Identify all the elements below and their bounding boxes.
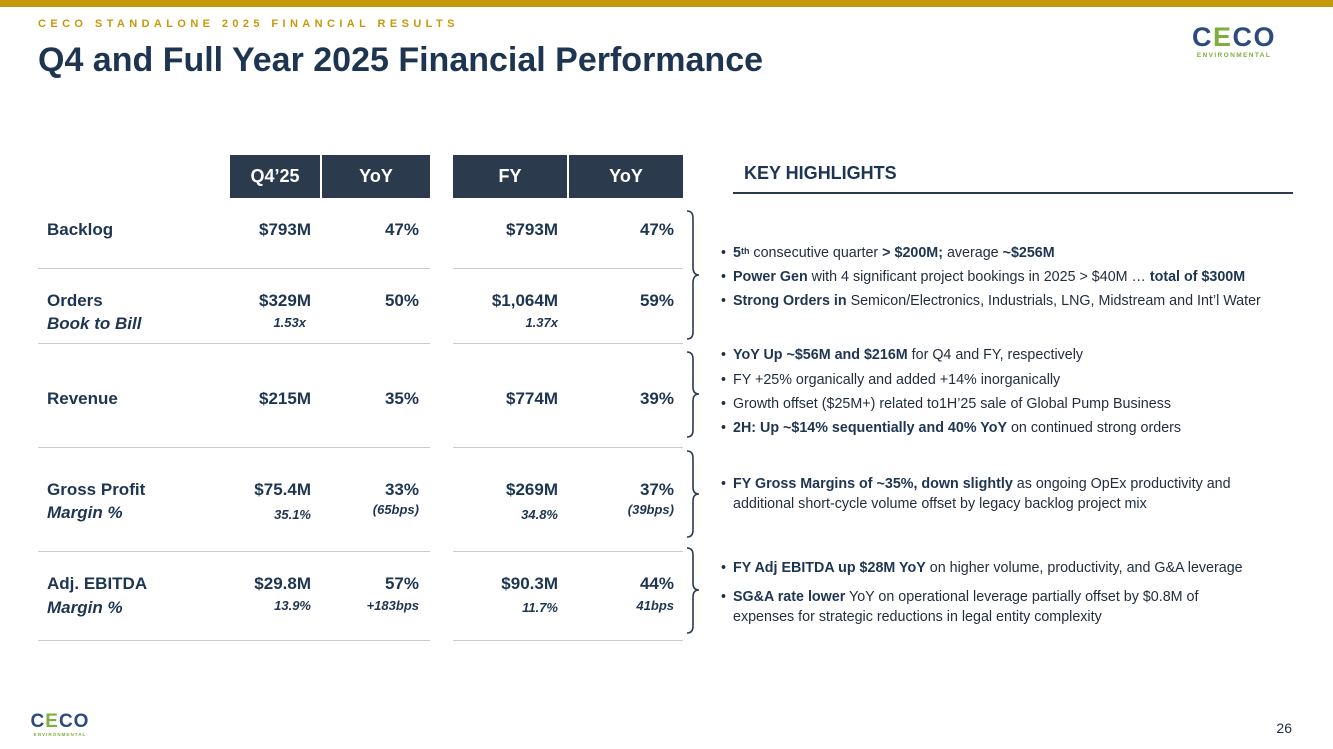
orders-q4-yoy: 50% [384, 291, 419, 310]
row-divider [453, 551, 683, 552]
bullet-icon: • [721, 269, 727, 285]
row-sublabel-book-to-bill: Book to Bill [47, 314, 142, 333]
orders-q4-book-to-bill: 1.53x [273, 315, 306, 330]
revenue-q4-value: $215M [259, 389, 311, 408]
bullet-icon: • [721, 347, 727, 363]
backlog-q4-yoy: 47% [384, 220, 419, 239]
top-accent-bar [0, 0, 1333, 7]
col-header-q4-yoy: YoY [322, 155, 430, 198]
gross-profit-q4-value: $75.4M [254, 480, 311, 499]
bullet-icon: • [721, 372, 727, 388]
adj-ebitda-q4-yoy-bps: +183bps [366, 598, 419, 613]
row-divider [453, 447, 683, 448]
bullet-icon: • [721, 420, 727, 436]
gross-profit-fy-value: $269M [506, 480, 558, 499]
adj-ebitda-fy-yoy: 44% [639, 574, 674, 593]
eyebrow-text: CECO STANDALONE 2025 FINANCIAL RESULTS [38, 18, 459, 30]
revenue-q4-yoy: 35% [384, 389, 419, 408]
adj-ebitda-fy-value: $90.3M [501, 574, 558, 593]
row-sublabel-margin: Margin % [47, 598, 123, 617]
backlog-q4-value: $793M [259, 220, 311, 239]
gross-profit-q4-yoy: 33% [384, 480, 419, 499]
logo-subtitle: ENVIRONMENTAL [1196, 52, 1272, 59]
row-label-adj-ebitda: Adj. EBITDA [47, 574, 148, 593]
row-divider [453, 343, 683, 344]
row-label-revenue: Revenue [47, 389, 118, 408]
brace-icon [686, 450, 700, 538]
adj-ebitda-q4-yoy: 57% [384, 574, 419, 593]
ceco-logo-footer: CECO ENVIRONMENTAL [28, 712, 92, 737]
row-divider [38, 640, 430, 641]
brace-icon [686, 210, 700, 340]
page-title: Q4 and Full Year 2025 Financial Performa… [38, 41, 764, 79]
row-divider [38, 268, 430, 269]
adj-ebitda-q4-margin: 13.9% [274, 598, 311, 613]
backlog-fy-yoy: 47% [639, 220, 674, 239]
revenue-fy-yoy: 39% [639, 389, 674, 408]
col-header-fy-yoy: YoY [569, 155, 683, 198]
col-header-q4: Q4’25 [230, 155, 320, 198]
brace-icon [686, 547, 700, 634]
bullet-icon: • [721, 293, 727, 309]
bullet-icon: • [721, 245, 727, 261]
orders-fy-value: $1,064M [491, 291, 558, 310]
bullet-icon: • [721, 396, 727, 412]
adj-ebitda-fy-yoy-bps: 41bps [636, 598, 674, 613]
gross-profit-fy-yoy-bps: (39bps) [627, 502, 674, 517]
brace-icon [686, 351, 700, 438]
row-label-orders: Orders [47, 291, 103, 310]
row-divider [38, 343, 430, 344]
bullet-icon: • [721, 560, 727, 576]
adj-ebitda-q4-value: $29.8M [254, 574, 311, 593]
adj-ebitda-fy-margin: 11.7% [522, 600, 558, 615]
orders-fy-book-to-bill: 1.37x [525, 315, 558, 330]
gross-profit-q4-yoy-bps: (65bps) [372, 502, 419, 517]
logo-wordmark: CECO [30, 711, 90, 732]
row-label-gross-profit: Gross Profit [47, 480, 146, 499]
gross-profit-fy-yoy: 37% [639, 480, 674, 499]
gross-profit-fy-margin: 34.8% [521, 507, 558, 522]
page-number: 26 [1276, 720, 1292, 736]
backlog-fy-value: $793M [506, 220, 558, 239]
bullet-icon: • [721, 589, 727, 605]
logo-subtitle: ENVIRONMENTAL [33, 732, 87, 737]
key-highlights-underline [733, 192, 1293, 194]
revenue-fy-value: $774M [506, 389, 558, 408]
gross-profit-q4-margin: 35.1% [274, 507, 311, 522]
ceco-logo: CECO ENVIRONMENTAL [1188, 22, 1280, 60]
bullet-icon: • [721, 476, 727, 492]
row-label-backlog: Backlog [47, 220, 114, 239]
logo-wordmark: CECO [1191, 22, 1276, 52]
row-divider [38, 447, 430, 448]
row-divider [453, 640, 683, 641]
orders-q4-value: $329M [259, 291, 311, 310]
row-divider [38, 551, 430, 552]
col-header-fy: FY [453, 155, 567, 198]
row-divider [453, 268, 683, 269]
key-highlights-title: KEY HIGHLIGHTS [744, 163, 897, 183]
row-sublabel-margin: Margin % [47, 503, 123, 522]
orders-fy-yoy: 59% [639, 291, 674, 310]
